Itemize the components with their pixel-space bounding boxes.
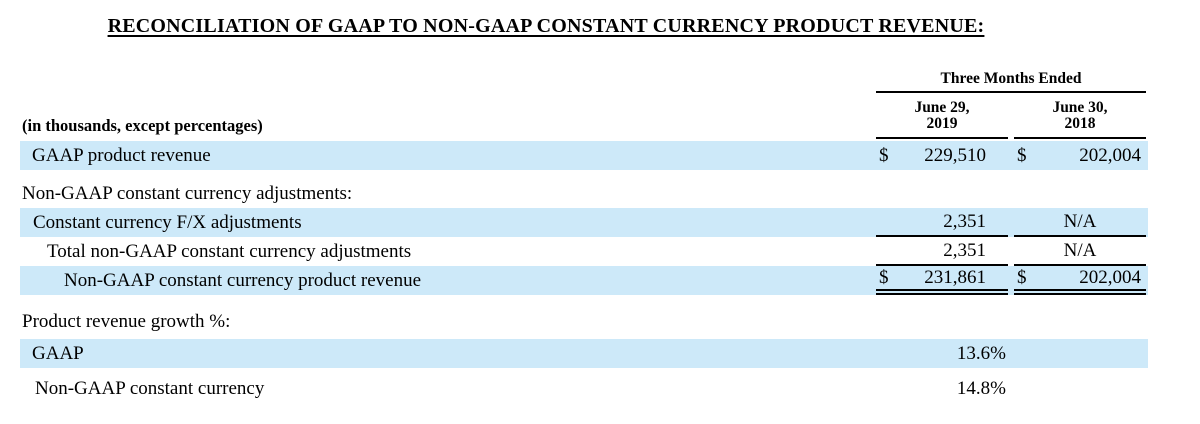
column-header-2019: June 29, 2019 (876, 93, 1008, 139)
value-2018: N/A (1063, 210, 1097, 232)
row-label: GAAP (32, 342, 84, 364)
table-row-nongaap-product-revenue: Non-GAAP constant currency product reven… (20, 266, 1148, 295)
value-2019: 231,861 (924, 266, 986, 288)
spacer (20, 295, 1148, 307)
table-row-fx-adjustments: Constant currency F/X adjustments 2,351 … (20, 208, 1148, 237)
value-cell-2018: N/A (1014, 208, 1146, 237)
column-header-2019-line1: June 29, (914, 99, 970, 116)
row-label: Non-GAAP constant currency (35, 377, 265, 399)
table-header-period: Three Months Ended (20, 70, 1148, 93)
right-pad (1146, 374, 1148, 403)
value-cell-2019 (876, 307, 1008, 336)
value-2018: 202,004 (1079, 144, 1141, 166)
right-pad (1146, 141, 1148, 170)
value-cell-2018 (1014, 374, 1146, 403)
table-row-section-adjustments: Non-GAAP constant currency adjustments: (20, 179, 1148, 208)
value-2019: 2,351 (943, 239, 986, 261)
value-cell-2019: $ 231,861 (876, 266, 1008, 295)
value-2019: 229,510 (924, 144, 986, 166)
reconciliation-table: Three Months Ended (in thousands, except… (20, 70, 1148, 403)
row-label: Non-GAAP constant currency product reven… (64, 269, 422, 291)
value-2019: 2,351 (943, 210, 986, 232)
value-2018: N/A (1063, 239, 1097, 261)
right-pad (1146, 307, 1148, 336)
column-header-2019-line2: 2019 (926, 115, 958, 132)
value-cell-2018: $ 202,004 (1014, 141, 1146, 170)
value-cell-2019 (876, 179, 1008, 208)
title-container: RECONCILIATION OF GAAP TO NON-GAAP CONST… (0, 0, 1092, 38)
currency-symbol: $ (879, 266, 889, 288)
value-cell-2019: $ 229,510 (876, 141, 1008, 170)
right-pad (1146, 339, 1148, 368)
right-pad (1146, 179, 1148, 208)
period-header: Three Months Ended (876, 70, 1146, 93)
value-2019: 14.8% (956, 377, 1006, 399)
row-label: Non-GAAP constant currency adjustments: (22, 182, 353, 204)
currency-symbol: $ (879, 144, 889, 166)
right-pad (1146, 266, 1148, 295)
value-cell-2018 (1014, 339, 1146, 368)
value-cell-2018 (1014, 307, 1146, 336)
table-header-dates: (in thousands, except percentages) June … (20, 93, 1148, 139)
table-row-gaap-product-revenue: GAAP product revenue $ 229,510 $ 202,004 (20, 141, 1148, 170)
table-row-total-adjustments: Total non-GAAP constant currency adjustm… (20, 237, 1148, 266)
spacer (20, 170, 1148, 179)
row-label: Constant currency F/X adjustments (33, 211, 302, 233)
column-header-2018: June 30, 2018 (1014, 93, 1146, 139)
column-header-2018-line2: 2018 (1064, 115, 1096, 132)
value-cell-2019: 13.6% (876, 339, 1008, 368)
value-cell-2019: 14.8% (876, 374, 1008, 403)
value-cell-2018 (1014, 179, 1146, 208)
column-header-2018-line1: June 30, (1052, 99, 1108, 116)
page-title: RECONCILIATION OF GAAP TO NON-GAAP CONST… (107, 15, 985, 37)
right-pad (1146, 237, 1148, 266)
value-cell-2018: $ 202,004 (1014, 266, 1146, 295)
right-pad (1146, 208, 1148, 237)
value-cell-2019: 2,351 (876, 208, 1008, 237)
value-2019: 13.6% (956, 342, 1006, 364)
row-label: Product revenue growth %: (22, 310, 231, 332)
table-row-gaap-growth: GAAP 13.6% (20, 339, 1148, 368)
value-2018: 202,004 (1079, 266, 1141, 288)
value-cell-2019: 2,351 (876, 237, 1008, 266)
table-row-section-growth: Product revenue growth %: (20, 307, 1148, 336)
value-cell-2018: N/A (1014, 237, 1146, 266)
row-label: Total non-GAAP constant currency adjustm… (47, 240, 412, 262)
currency-symbol: $ (1017, 266, 1027, 288)
currency-symbol: $ (1017, 144, 1027, 166)
row-label: GAAP product revenue (32, 144, 211, 166)
unit-note: (in thousands, except percentages) (22, 116, 263, 135)
table-row-nongaap-growth: Non-GAAP constant currency 14.8% (20, 374, 1148, 403)
